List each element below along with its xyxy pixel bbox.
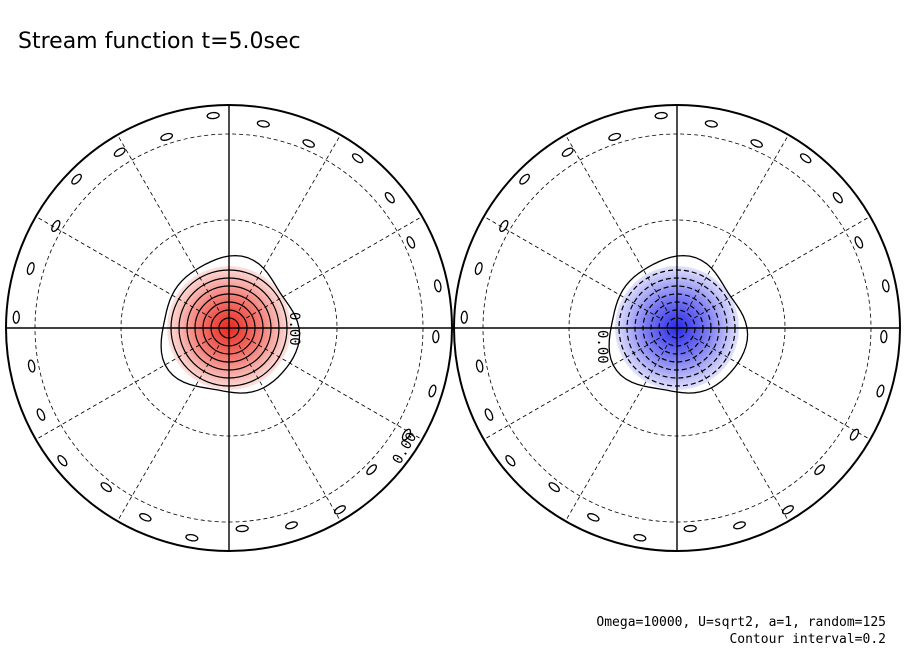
edge-contour — [26, 262, 35, 275]
edge-contour — [406, 236, 416, 249]
grid-spoke — [238, 345, 341, 522]
grid-spoke — [565, 345, 668, 522]
edge-contour — [27, 359, 36, 373]
edge-contour — [832, 191, 843, 204]
edge-contour — [876, 384, 885, 398]
contour-label: 0.00 — [286, 312, 302, 346]
edge-contour — [160, 132, 174, 141]
edge-contour — [36, 408, 46, 421]
edge-contour — [633, 533, 647, 542]
edge-contour — [654, 111, 668, 120]
edge-contour — [384, 191, 395, 204]
edge-contour — [499, 219, 509, 233]
contour-label: 0.00 — [594, 330, 610, 364]
grid-spoke — [117, 345, 220, 522]
edge-contour — [432, 330, 440, 344]
grid-spoke — [117, 134, 220, 311]
edge-contour — [814, 464, 825, 476]
edge-contour — [474, 262, 483, 275]
edge-contour — [12, 310, 20, 324]
edge-contour — [548, 482, 560, 493]
edge-contour — [849, 428, 860, 441]
edge-contour — [519, 173, 530, 185]
edge-contour — [733, 521, 746, 530]
edge-contour — [854, 236, 864, 249]
edge-contour — [366, 464, 377, 476]
grid-spoke — [246, 216, 423, 319]
grid-spoke — [686, 134, 789, 311]
edge-contour — [100, 482, 112, 493]
edge-contour — [799, 153, 812, 164]
edge-contour — [71, 173, 82, 185]
footer-line: Contour interval=0.2 — [729, 632, 886, 647]
edge-contour — [475, 359, 484, 373]
edge-contour — [880, 330, 888, 344]
edge-contour — [750, 139, 763, 148]
edge-contour — [285, 521, 298, 530]
edge-contour — [484, 408, 494, 421]
grid-spoke — [565, 134, 668, 311]
outer-circle — [5, 104, 453, 552]
grid-spoke — [483, 337, 660, 440]
edge-contour — [139, 513, 152, 522]
edge-contour — [113, 147, 126, 157]
disks — [5, 104, 901, 552]
grid-spoke — [246, 337, 423, 440]
edge-contour — [256, 120, 270, 128]
edge-contour — [185, 533, 199, 542]
grid-spoke — [35, 337, 212, 440]
edge-contour — [401, 428, 412, 441]
outer-circle — [453, 104, 901, 552]
edge-contour — [57, 455, 68, 467]
grid-spoke — [694, 337, 871, 440]
edge-contour — [51, 219, 61, 233]
edge-contour — [460, 310, 468, 324]
footer-line: Omega=10000, U=sqrt2, a=1, random=125 — [596, 615, 886, 630]
edge-contour — [428, 384, 437, 398]
edge-contour — [587, 513, 600, 522]
grid-spoke — [483, 216, 660, 319]
edge-contour — [683, 524, 697, 533]
grid-spoke — [35, 216, 212, 319]
edge-contour — [433, 279, 442, 293]
title: Stream function t=5.0sec — [18, 29, 301, 54]
edge-contour — [704, 120, 718, 128]
edge-contour — [505, 455, 516, 467]
grid-spoke — [686, 345, 789, 522]
edge-contour — [781, 505, 794, 515]
edge-contour — [351, 153, 364, 164]
edge-contour — [561, 147, 574, 157]
edge-contour — [302, 139, 315, 148]
grid-spoke — [694, 216, 871, 319]
edge-contour — [206, 111, 220, 120]
edge-contour — [235, 524, 249, 533]
edge-contour — [333, 505, 346, 515]
edge-contour — [881, 279, 890, 293]
grid-spoke — [238, 134, 341, 311]
edge-contour — [608, 132, 622, 141]
